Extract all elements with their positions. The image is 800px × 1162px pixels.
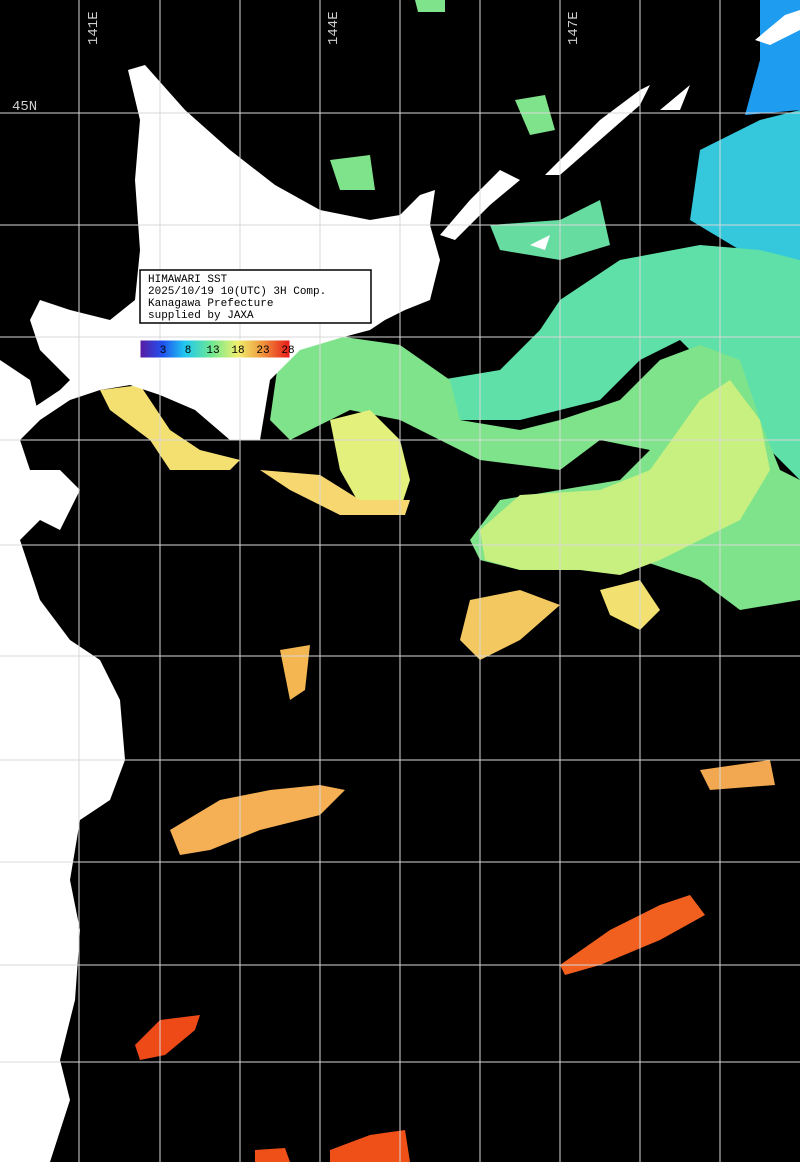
sst-patch <box>600 580 660 630</box>
sst-patch <box>690 110 800 260</box>
sst-patch <box>515 95 555 135</box>
sst-patch <box>255 1148 290 1162</box>
sst-patch <box>260 470 410 515</box>
colorbar-ramp <box>139 339 291 359</box>
info-line: 2025/10/19 10(UTC) 3H Comp. <box>148 286 326 298</box>
sst-patch <box>330 155 375 190</box>
sst-patch <box>170 785 345 855</box>
kuril-island <box>530 235 550 250</box>
sst-patch <box>700 760 775 790</box>
longitude-label: 147E <box>566 11 582 45</box>
sst-patch <box>280 645 310 700</box>
colorbar: 3 8 13 18 23 28 <box>139 339 295 359</box>
colorbar-label: 8 <box>185 345 192 357</box>
colorbar-label: 3 <box>160 345 167 357</box>
sst-patch <box>100 385 240 470</box>
kuril-island <box>660 85 690 110</box>
info-box: HIMAWARI SST 2025/10/19 10(UTC) 3H Comp.… <box>139 269 372 324</box>
sst-patch <box>330 1130 410 1162</box>
kuril-island <box>755 10 800 45</box>
info-box-frame <box>139 269 372 324</box>
latitude-label: 45N <box>12 99 37 115</box>
longitude-label: 144E <box>326 11 342 45</box>
sst-patch <box>415 0 445 12</box>
sst-patch <box>560 895 705 975</box>
colorbar-label: 18 <box>231 345 244 357</box>
sst-field <box>100 0 800 1162</box>
sst-patch <box>480 380 770 575</box>
sst-patch <box>330 410 410 510</box>
sst-patch <box>490 200 610 260</box>
honshu <box>0 360 125 1162</box>
info-line: supplied by JAXA <box>148 310 254 322</box>
hokkaido <box>30 65 440 440</box>
colorbar-label: 28 <box>281 345 294 357</box>
kuril-island <box>545 85 650 175</box>
info-line: Kanagawa Prefecture <box>148 298 273 310</box>
colorbar-label: 23 <box>256 345 269 357</box>
sst-patch <box>135 1015 200 1060</box>
sst-patch <box>460 590 560 660</box>
colorbar-labels: 3 8 13 18 23 28 <box>160 345 295 357</box>
longitude-label: 141E <box>86 11 102 45</box>
sst-patch <box>440 245 800 480</box>
graticule-labels: 141E 144E 147E 45N <box>12 11 582 115</box>
colorbar-label: 13 <box>206 345 219 357</box>
info-line: HIMAWARI SST <box>148 274 228 286</box>
